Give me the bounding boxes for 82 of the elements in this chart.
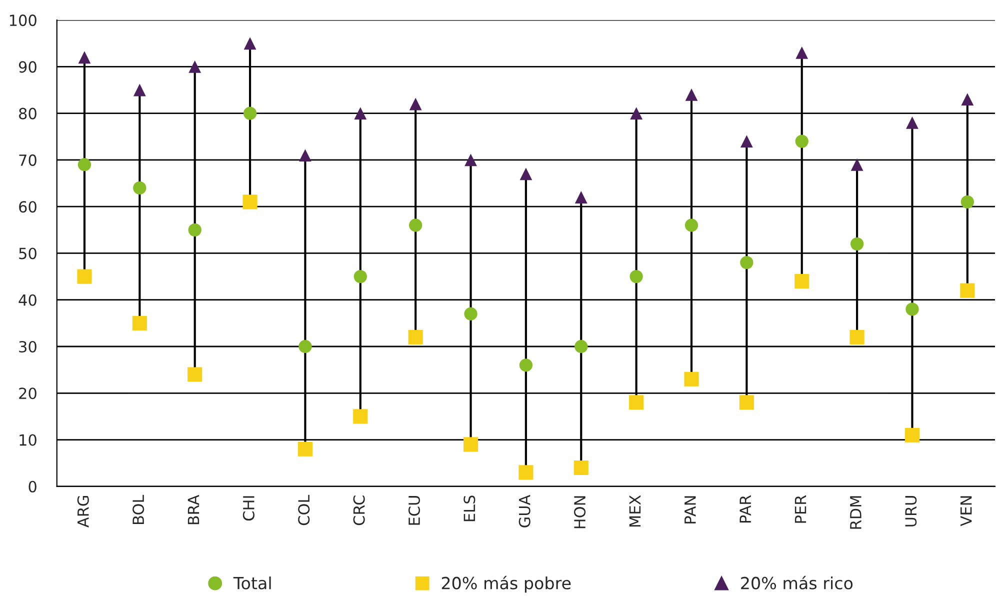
x-tick-label: HON <box>574 496 586 528</box>
point <box>243 106 257 120</box>
point <box>960 283 975 298</box>
point <box>244 37 256 50</box>
point <box>850 330 864 344</box>
y-tick-label: 20 <box>19 388 36 400</box>
point <box>463 437 478 452</box>
point <box>242 194 258 210</box>
legend-label: 20% más rico <box>741 576 853 590</box>
point <box>354 107 367 120</box>
x-tick-label: ECU <box>408 496 420 525</box>
point <box>188 367 202 382</box>
point <box>132 316 147 330</box>
point <box>630 270 643 284</box>
x-tick-label: ARG <box>77 496 89 528</box>
point <box>519 358 533 372</box>
point <box>574 191 588 204</box>
legend-label: 20% más pobre <box>442 576 571 593</box>
point <box>961 93 974 106</box>
point <box>408 330 423 344</box>
x-tick-label: ELS <box>464 496 476 522</box>
point <box>520 168 532 180</box>
y-tick-label: 30 <box>19 340 36 353</box>
point <box>796 46 808 59</box>
x-tick-label: PAR <box>740 495 751 523</box>
point <box>78 51 91 64</box>
point <box>629 395 644 410</box>
point <box>518 465 534 480</box>
y-tick-label: 100 <box>10 14 36 26</box>
point <box>684 372 699 386</box>
point <box>353 409 368 424</box>
point <box>299 149 312 162</box>
point <box>850 237 864 250</box>
point <box>574 460 588 476</box>
point <box>354 270 367 284</box>
x-tick-label: BRA <box>188 494 200 524</box>
point <box>188 223 202 237</box>
x-tick-label: VEN <box>960 496 972 526</box>
point <box>77 269 92 284</box>
point <box>906 302 919 316</box>
point <box>464 154 477 166</box>
y-tick-label: 40 <box>18 294 36 306</box>
point <box>685 88 698 101</box>
point <box>78 158 92 172</box>
x-tick-label: URU <box>905 496 917 526</box>
legend-label: Total <box>233 576 271 590</box>
x-tick-label: RDM <box>850 496 862 529</box>
y-tick-label: 70 <box>19 154 36 166</box>
y-tick-label: 90 <box>18 61 36 73</box>
x-tick-label: PER <box>794 495 806 523</box>
point <box>684 218 698 232</box>
y-tick-label: 80 <box>19 108 36 120</box>
point <box>408 218 422 232</box>
point <box>464 307 478 320</box>
point <box>188 60 202 73</box>
x-tick-label: CRC <box>353 496 365 526</box>
y-tick-label: 0 <box>28 480 36 492</box>
x-tick-label: MEX <box>629 495 641 527</box>
y-tick-label: 10 <box>20 434 36 446</box>
point <box>298 442 312 456</box>
y-tick-label: 50 <box>19 248 36 260</box>
x-tick-label: COL <box>298 494 310 526</box>
x-tick-label: GUA <box>518 494 530 528</box>
y-tick-label: 60 <box>19 201 36 213</box>
x-tick-label: CHI <box>242 496 254 521</box>
point <box>795 134 808 148</box>
point <box>133 84 146 96</box>
point <box>133 181 146 195</box>
point <box>850 158 864 171</box>
point <box>630 107 643 120</box>
point <box>904 428 920 442</box>
point <box>794 274 810 288</box>
point <box>740 135 753 148</box>
point <box>740 256 754 270</box>
point <box>906 116 918 129</box>
point <box>960 195 974 209</box>
x-tick-label: BOL <box>132 494 144 524</box>
point <box>574 340 588 354</box>
point <box>409 98 422 110</box>
point <box>739 395 754 410</box>
point <box>298 340 312 354</box>
x-tick-label: PAN <box>684 496 696 524</box>
